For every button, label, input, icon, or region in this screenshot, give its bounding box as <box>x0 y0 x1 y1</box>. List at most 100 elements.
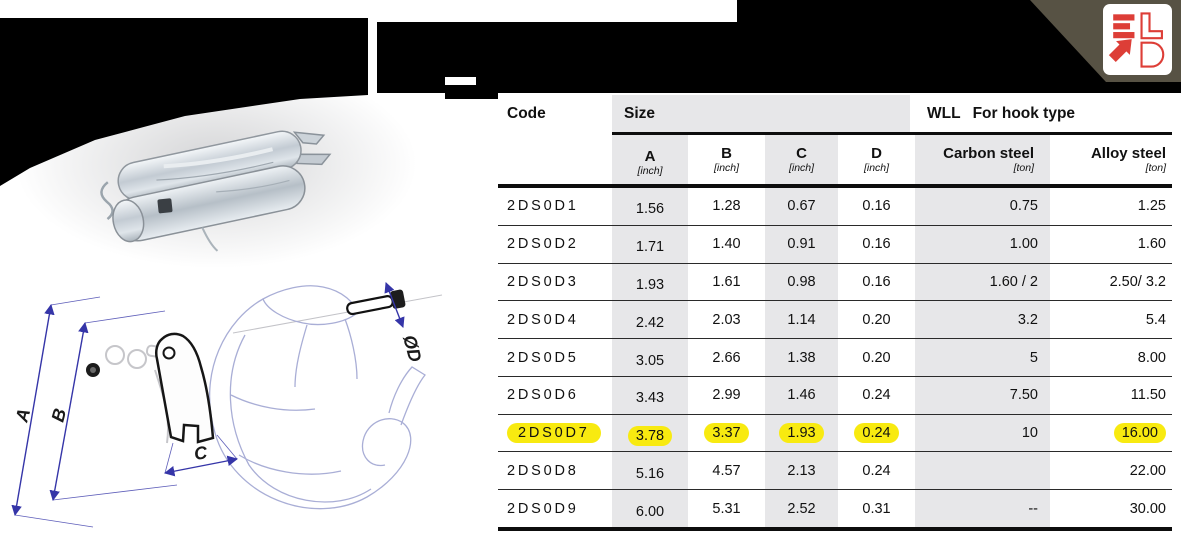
cell-value: 1.93 <box>779 423 824 444</box>
cell-carbon <box>915 452 1050 490</box>
table-header-row: Code Size WLL For hook type <box>498 95 1172 132</box>
cell-alloy: 22.00 <box>1050 452 1172 489</box>
cell-value: 2.52 <box>787 500 816 517</box>
cell-value: 2.03 <box>712 311 741 328</box>
dim-label-od: ØD <box>399 333 425 364</box>
cell-value: 0.91 <box>787 236 816 253</box>
subheader-alloy-steel: Alloy steel [ton] <box>1050 135 1172 184</box>
spec-table: Code Size WLL For hook type A [inch] B [… <box>498 95 1172 531</box>
subheader-label: Carbon steel <box>943 144 1034 162</box>
cell-code: 2DS0D4 <box>498 301 612 338</box>
latch-hole <box>162 346 176 360</box>
table-bottom-border <box>498 527 1172 531</box>
cell-value: 3.37 <box>704 423 749 444</box>
cell-alloy: 1.60 <box>1050 226 1172 263</box>
hook-dimension-diagram: A B C ØD <box>11 282 443 528</box>
cell-value: 2DS0D1 <box>507 198 579 215</box>
table-row: 2DS0D1 1.56 1.28 0.67 0.16 0.75 1.25 <box>498 188 1172 225</box>
cell-carbon: 10 <box>915 414 1050 452</box>
cell-value: 1.61 <box>712 273 741 290</box>
cell-d: 0.20 <box>838 301 915 338</box>
cell-alloy: 2.50/ 3.2 <box>1050 264 1172 301</box>
logo-letter-d-icon <box>1139 41 1164 68</box>
subheader-label: A <box>644 147 656 165</box>
table-row: 2DS0D9 6.00 5.31 2.52 0.31 -- 30.00 <box>498 489 1172 528</box>
cell-d: 0.24 <box>838 452 915 489</box>
cell-value: 1.46 <box>787 387 816 404</box>
cell-c: 1.93 <box>765 414 838 452</box>
hanging-wire <box>201 227 219 252</box>
cell-value: 1.00 <box>1009 236 1038 253</box>
table-row: 2DS0D6 3.43 2.99 1.46 0.24 7.50 11.50 <box>498 375 1172 414</box>
logo-arrow-icon <box>1108 38 1132 62</box>
cell-value: 1.14 <box>787 311 816 328</box>
cell-value: 16.00 <box>1113 423 1166 444</box>
cell-value: 11.50 <box>1130 387 1166 404</box>
cell-carbon: 5 <box>915 339 1050 376</box>
cell-value: 1.56 <box>635 201 665 218</box>
cell-value: 1.38 <box>787 349 816 366</box>
cell-value: 2DS0D8 <box>507 462 579 479</box>
cell-c: 1.38 <box>765 339 838 376</box>
cell-value: 2DS0D7 <box>507 423 601 444</box>
cell-c: 0.98 <box>765 263 838 301</box>
cell-value: 2.99 <box>712 387 741 404</box>
cell-code: 2DS0D3 <box>498 264 612 301</box>
cell-c: 0.67 <box>765 188 838 225</box>
table-body: 2DS0D1 1.56 1.28 0.67 0.16 0.75 1.25 2DS0D2 1.71… <box>498 188 1172 528</box>
cell-carbon: 7.50 <box>915 376 1050 414</box>
cell-b: 1.28 <box>688 188 765 225</box>
subheader-label: B <box>721 144 732 162</box>
cell-code: 2DS0D5 <box>498 339 612 376</box>
cell-a: 5.16 <box>612 452 688 490</box>
redacted-header-tab <box>445 93 498 99</box>
cell-alloy: 1.25 <box>1050 188 1172 225</box>
cell-b: 2.99 <box>688 377 765 414</box>
latch-slot-hole <box>157 198 173 214</box>
cell-value: 2DS0D4 <box>507 311 579 328</box>
dim-label-a: A <box>11 406 34 425</box>
column-header-size: Size <box>612 95 910 132</box>
cell-value: 0.16 <box>862 198 891 215</box>
cell-b: 2.03 <box>688 301 765 338</box>
cell-d: 0.16 <box>838 226 915 263</box>
cell-value: 3.2 <box>1017 311 1038 328</box>
cell-code: 2DS0D1 <box>498 188 612 225</box>
cell-value: 3.05 <box>635 352 665 369</box>
cell-value: 2DS0D3 <box>507 273 579 290</box>
cell-d: 0.31 <box>838 490 915 527</box>
cell-b: 3.37 <box>688 415 765 452</box>
body-seam <box>156 161 274 181</box>
wll-qualifier-label: For hook type <box>972 104 1076 122</box>
cell-value: 0.16 <box>862 273 891 290</box>
cell-value: 2DS0D9 <box>507 500 579 517</box>
cell-a: 3.05 <box>612 339 688 376</box>
subheader-unit: [inch] <box>863 162 890 175</box>
cell-c: 2.13 <box>765 452 838 490</box>
cell-value: 1.28 <box>712 198 741 215</box>
cell-value: 1.93 <box>635 276 665 293</box>
cell-value: 1.40 <box>712 236 741 253</box>
cell-carbon: -- <box>915 490 1050 528</box>
cell-value: 4.57 <box>712 462 741 479</box>
cell-value: 2.13 <box>787 462 816 479</box>
cell-a: 6.00 <box>612 490 688 528</box>
subheader-divider-line <box>498 184 1172 188</box>
table-row: 2DS0D4 2.42 2.03 1.14 0.20 3.2 5.4 <box>498 300 1172 339</box>
table-row: 2DS0D8 5.16 4.57 2.13 0.24 22.00 <box>498 451 1172 490</box>
cell-d: 0.16 <box>838 188 915 225</box>
subheader-unit: [ton] <box>1013 162 1034 175</box>
table-row: 2DS0D7 3.78 3.37 1.93 0.24 10 16.00 <box>498 413 1172 452</box>
subheader-unit: [ton] <box>1145 162 1166 175</box>
cell-value: 0.20 <box>862 311 891 328</box>
subheader-spacer <box>498 135 612 184</box>
cell-a: 2.42 <box>612 301 688 339</box>
eld-logo <box>1103 4 1172 75</box>
subheader-label: C <box>796 144 807 162</box>
cell-value: 30.00 <box>1129 500 1166 517</box>
cell-value: 2DS0D5 <box>507 349 579 366</box>
table-row: 2DS0D5 3.05 2.66 1.38 0.20 5 8.00 <box>498 338 1172 376</box>
cell-value: 0.31 <box>862 500 891 517</box>
cell-carbon: 0.75 <box>915 188 1050 225</box>
